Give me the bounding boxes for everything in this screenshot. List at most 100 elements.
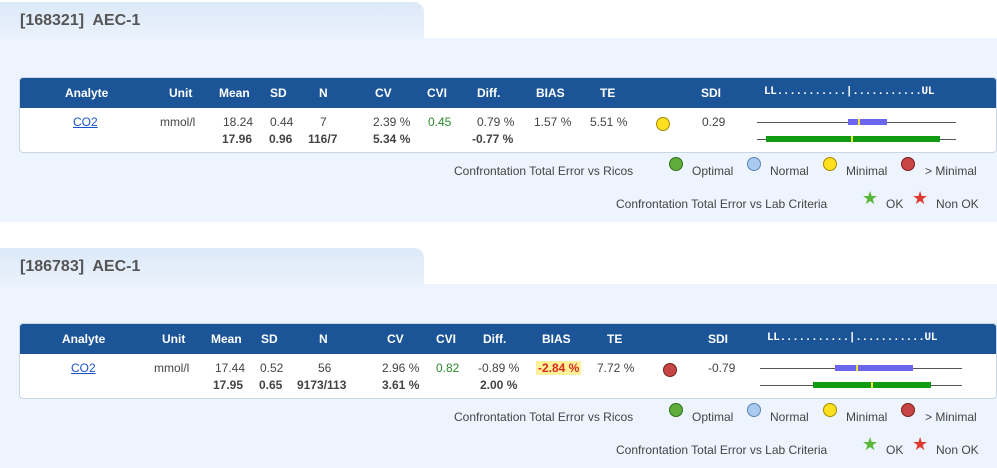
header-bias: BIAS xyxy=(536,86,565,100)
header-n: N xyxy=(319,332,328,346)
lab-marker xyxy=(858,119,860,125)
yellow-circle-icon xyxy=(656,117,670,131)
red-star-icon: ★ xyxy=(912,434,929,454)
diff-value: 0.79 % xyxy=(477,115,515,129)
peer-range-bar xyxy=(766,136,940,142)
header-sd: SD xyxy=(261,332,278,346)
bias-value-alert: -2.84 % xyxy=(536,361,582,375)
peer-marker xyxy=(871,382,873,388)
cv-value: 2.96 % xyxy=(382,361,420,375)
diff-peer-value: -0.77 % xyxy=(472,132,514,146)
lab-marker xyxy=(856,365,858,371)
cv-peer-value: 5.34 % xyxy=(373,132,411,146)
legend-normal: Normal xyxy=(770,410,809,424)
header-sdi: SDI xyxy=(708,332,729,346)
n-value: 56 xyxy=(318,361,332,375)
header-diff: Diff. xyxy=(483,332,507,346)
mean-peer-value: 17.96 xyxy=(222,132,253,146)
green-star-icon: ★ xyxy=(862,188,879,208)
ricos-legend-label: Confrontation Total Error vs Ricos xyxy=(454,164,634,178)
unit-value: mmol/l xyxy=(160,115,196,129)
header-sdi: SDI xyxy=(701,86,722,100)
qc-section-1: [168321] AEC-1 Analyte Unit Mean SD N CV… xyxy=(0,0,997,222)
results-table: Analyte Unit Mean SD N CV CVI Diff. BIAS… xyxy=(19,77,997,153)
sd-value: 0.44 xyxy=(270,115,294,129)
table-header: Analyte Unit Mean SD N CV CVI Diff. BIAS… xyxy=(20,324,996,354)
red-circle-icon xyxy=(901,403,915,417)
mean-value: 17.44 xyxy=(215,361,246,375)
header-cv: CV xyxy=(375,86,392,100)
diff-peer-value: 2.00 % xyxy=(480,378,518,392)
legend-gt-minimal: > Minimal xyxy=(925,410,977,424)
header-unit: Unit xyxy=(169,86,193,100)
legend-ok: OK xyxy=(886,443,904,457)
sd-peer-value: 0.96 xyxy=(269,132,293,146)
sdi-value: 0.29 xyxy=(702,115,726,129)
cv-peer-value: 3.61 % xyxy=(382,378,420,392)
legend-non-ok: Non OK xyxy=(936,443,979,457)
header-cvi: CVI xyxy=(427,86,448,100)
bias-value: 1.57 % xyxy=(534,115,572,129)
n-peer-value: 9173/113 xyxy=(297,378,347,392)
sd-value: 0.52 xyxy=(260,361,284,375)
blue-circle-icon xyxy=(747,403,761,417)
cvi-value: 0.45 xyxy=(428,115,452,129)
sdi-value: -0.79 xyxy=(708,361,736,375)
legend-non-ok: Non OK xyxy=(936,197,979,211)
lab-legend-label: Confrontation Total Error vs Lab Criteri… xyxy=(616,443,828,457)
legend-minimal: Minimal xyxy=(846,410,888,424)
section-title: [168321] AEC-1 xyxy=(20,12,141,29)
legend-normal: Normal xyxy=(770,164,809,178)
header-cvi: CVI xyxy=(436,332,457,346)
analyte-link[interactable]: CO2 xyxy=(71,361,96,375)
legend-optimal: Optimal xyxy=(692,164,734,178)
yellow-circle-icon xyxy=(823,403,837,417)
header-bias: BIAS xyxy=(542,332,571,346)
mean-value: 18.24 xyxy=(223,115,254,129)
header-te: TE xyxy=(600,86,616,100)
cvi-value: 0.82 xyxy=(436,361,460,375)
blue-circle-icon xyxy=(747,157,761,171)
green-circle-icon xyxy=(669,157,683,171)
diff-value: -0.89 % xyxy=(478,361,520,375)
lab-range-bar xyxy=(835,365,913,371)
mean-peer-value: 17.95 xyxy=(213,378,244,392)
legend-gt-minimal: > Minimal xyxy=(925,164,977,178)
red-circle-icon xyxy=(901,157,915,171)
peer-marker xyxy=(851,136,853,142)
green-star-icon: ★ xyxy=(862,434,879,454)
header-unit: Unit xyxy=(162,332,186,346)
te-value: 7.72 % xyxy=(597,361,635,375)
cv-value: 2.39 % xyxy=(373,115,411,129)
header-cv: CV xyxy=(387,332,404,346)
header-mean: Mean xyxy=(219,86,250,100)
lab-range-bar xyxy=(848,119,887,125)
legend-minimal: Minimal xyxy=(846,164,888,178)
legend-optimal: Optimal xyxy=(692,410,734,424)
lab-legend-label: Confrontation Total Error vs Lab Criteri… xyxy=(616,197,828,211)
header-analyte: Analyte xyxy=(62,332,106,346)
legend-ok: OK xyxy=(886,197,904,211)
header-te: TE xyxy=(607,332,623,346)
section-tab: [186783] AEC-1 xyxy=(0,248,424,286)
section-tab: [168321] AEC-1 xyxy=(0,2,424,40)
n-peer-value: 116/7 xyxy=(308,132,338,146)
results-table: Analyte Unit Mean SD N CV CVI Diff. BIAS… xyxy=(19,323,997,399)
header-mean: Mean xyxy=(211,332,242,346)
analyte-link[interactable]: CO2 xyxy=(73,115,98,129)
yellow-circle-icon xyxy=(823,157,837,171)
header-scale: LL...........|...........UL xyxy=(767,332,938,344)
table-header: Analyte Unit Mean SD N CV CVI Diff. BIAS… xyxy=(20,78,996,108)
te-value: 5.51 % xyxy=(590,115,628,129)
section-title: [186783] AEC-1 xyxy=(20,258,141,275)
ricos-legend-label: Confrontation Total Error vs Ricos xyxy=(454,410,634,424)
red-circle-icon xyxy=(663,363,677,377)
red-star-icon: ★ xyxy=(912,188,929,208)
n-value: 7 xyxy=(320,115,327,129)
green-circle-icon xyxy=(669,403,683,417)
header-analyte: Analyte xyxy=(65,86,109,100)
sd-peer-value: 0.65 xyxy=(259,378,283,392)
qc-section-2: [186783] AEC-1 Analyte Unit Mean SD N CV… xyxy=(0,246,997,468)
header-diff: Diff. xyxy=(477,86,501,100)
header-scale: LL...........|...........UL xyxy=(764,86,935,98)
